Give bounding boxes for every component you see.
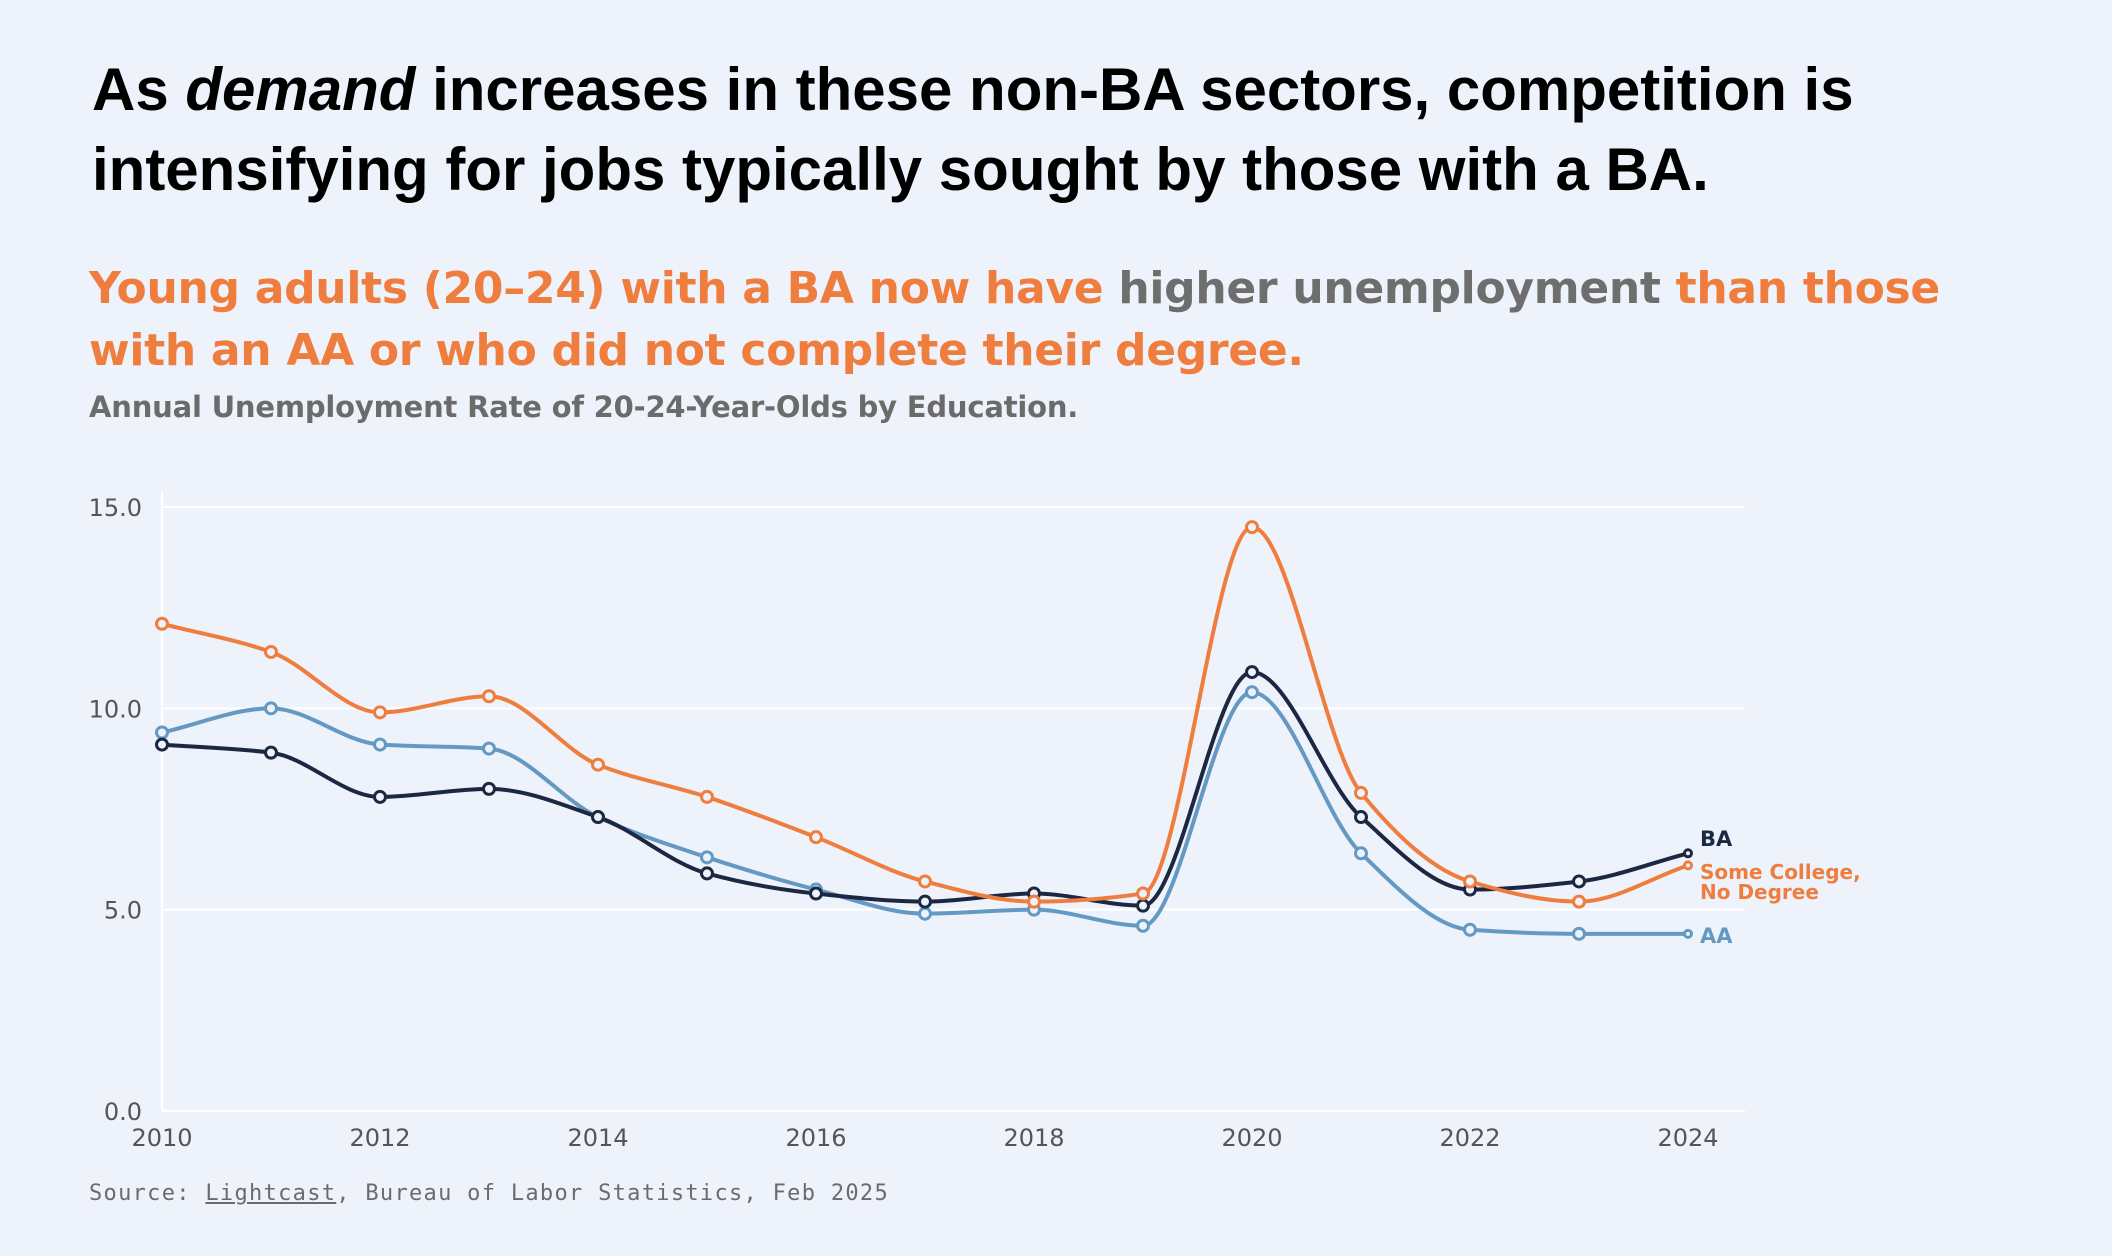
data-point — [264, 745, 278, 760]
data-point — [1136, 886, 1150, 901]
series-points — [155, 520, 1693, 941]
series-label-ba: BA — [1700, 827, 1733, 851]
source-prefix: Source: — [89, 1181, 206, 1206]
data-point — [700, 789, 714, 804]
y-axis-ticks: 0.0 5.0 10.0 15.0 — [89, 494, 142, 1126]
data-point — [809, 886, 823, 901]
chart-title: Annual Unemployment Rate of 20-24-Year-O… — [89, 390, 1079, 424]
headline-text: As — [92, 56, 186, 123]
data-point — [155, 616, 169, 631]
data-point — [1683, 928, 1693, 939]
line-chart: 0.05.010.015.0 2010 2012 2014 2016 2018 2020 2… — [89, 492, 1861, 1152]
x-tick-label: 2020 — [1221, 1124, 1282, 1152]
data-point — [1245, 520, 1259, 535]
y-tick-label: 10.0 — [89, 695, 142, 723]
subheadline-highlight: higher unemployment — [1118, 263, 1661, 314]
chart-subheadline: Young adults (20–24) with a BA now have … — [89, 258, 1989, 382]
data-point — [1572, 926, 1586, 941]
subheadline-text-rest: than those with an AA or who did not com… — [89, 263, 1940, 376]
data-point — [1463, 922, 1477, 937]
y-tick-label: 15.0 — [89, 494, 142, 522]
data-point — [700, 850, 714, 865]
data-point — [1463, 874, 1477, 889]
data-point — [482, 781, 496, 796]
series-line — [160, 670, 1690, 908]
data-point — [373, 705, 387, 720]
data-point — [1354, 846, 1368, 861]
series-line — [160, 525, 1690, 904]
data-point — [1683, 860, 1693, 871]
data-point — [155, 737, 169, 752]
source-note: Source: Lightcast, Bureau of Labor Stati… — [89, 1181, 889, 1206]
series-label-some-college: Some College, — [1700, 860, 1861, 884]
data-point — [918, 894, 932, 909]
data-point — [1683, 848, 1693, 859]
subheadline-text: Young adults (20–24) with a BA now have — [89, 263, 1119, 314]
data-point — [1572, 894, 1586, 909]
data-point — [1245, 665, 1259, 680]
data-point — [809, 830, 823, 845]
series-label-aa: AA — [1700, 924, 1733, 948]
x-tick-label: 2010 — [131, 1124, 192, 1152]
series-labels: BA Some College,No Degree AA — [1700, 827, 1861, 948]
headline-emphasis: demand — [185, 56, 416, 123]
x-tick-label: 2022 — [1439, 1124, 1500, 1152]
grid-lines — [161, 492, 1745, 1112]
headline-text-rest: increases in these non-BA sectors, compe… — [92, 56, 1854, 203]
data-point — [1354, 785, 1368, 800]
data-point — [591, 810, 605, 825]
source-link[interactable]: Lightcast — [205, 1181, 337, 1206]
data-point — [373, 789, 387, 804]
data-point — [1136, 918, 1150, 933]
data-point — [918, 874, 932, 889]
y-tick-label: 5.0 — [104, 897, 142, 925]
data-point — [482, 741, 496, 756]
headline: As demand increases in these non-BA sect… — [92, 50, 2072, 210]
data-point — [264, 701, 278, 716]
x-tick-label: 2016 — [785, 1124, 846, 1152]
series-line — [160, 690, 1690, 936]
data-point — [1354, 810, 1368, 825]
y-tick-label: 0.0 — [104, 1098, 142, 1126]
data-point — [264, 644, 278, 659]
x-tick-label: 2018 — [1003, 1124, 1064, 1152]
data-point — [591, 757, 605, 772]
data-point — [482, 689, 496, 704]
series-label-some-college-line2: No Degree — [1700, 880, 1819, 904]
x-tick-label: 2024 — [1657, 1124, 1718, 1152]
data-point — [373, 737, 387, 752]
data-point — [918, 906, 932, 921]
data-point — [1245, 685, 1259, 700]
data-point — [1572, 874, 1586, 889]
data-point — [700, 866, 714, 881]
source-suffix: , Bureau of Labor Statistics, Feb 2025 — [336, 1181, 889, 1206]
data-point — [1027, 894, 1041, 909]
x-tick-label: 2014 — [567, 1124, 628, 1152]
x-tick-label: 2012 — [349, 1124, 410, 1152]
data-point — [155, 725, 169, 740]
series-lines — [160, 525, 1690, 936]
x-axis-ticks: 2010 2012 2014 2016 2018 2020 2022 2024 — [131, 1124, 1718, 1152]
data-point — [1136, 898, 1150, 913]
